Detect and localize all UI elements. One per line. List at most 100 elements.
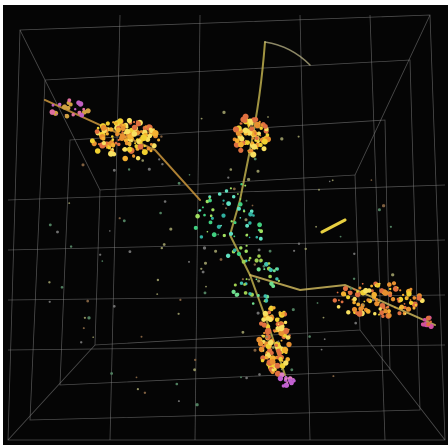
point (386, 313, 392, 318)
point (233, 141, 240, 148)
point (205, 285, 207, 288)
point (261, 334, 264, 337)
point (198, 209, 201, 212)
point (242, 210, 246, 213)
point (243, 283, 247, 286)
branch (264, 41, 311, 66)
point (358, 310, 363, 315)
point (267, 310, 271, 315)
point (382, 289, 389, 296)
point (117, 142, 121, 147)
point (152, 130, 159, 137)
point (397, 311, 402, 316)
point (239, 281, 244, 285)
point (280, 312, 285, 316)
point (134, 144, 139, 149)
point (242, 127, 249, 134)
point (281, 346, 289, 354)
point (146, 146, 151, 151)
point (269, 351, 274, 355)
point (353, 252, 356, 255)
point (279, 376, 283, 379)
point (117, 138, 120, 142)
point (193, 225, 198, 230)
point (143, 391, 147, 394)
point (426, 322, 431, 327)
point (403, 303, 406, 305)
point (162, 243, 166, 246)
point (255, 235, 259, 239)
point (82, 107, 86, 111)
point (232, 248, 237, 252)
point (356, 290, 359, 293)
point (244, 218, 248, 222)
point (74, 108, 77, 111)
point (346, 310, 351, 315)
point (258, 142, 263, 148)
point (256, 311, 260, 315)
point (320, 348, 323, 351)
point (177, 312, 180, 315)
point (390, 297, 396, 302)
point (383, 308, 388, 314)
point (210, 216, 214, 220)
point (318, 188, 320, 191)
point (260, 124, 264, 127)
point (121, 131, 124, 134)
point (248, 236, 251, 239)
point (141, 149, 148, 156)
point (156, 293, 159, 295)
point (264, 262, 269, 267)
grid-box (29, 59, 421, 421)
point (247, 118, 253, 124)
point (361, 282, 364, 285)
point (254, 136, 259, 141)
point (161, 163, 164, 166)
point (278, 325, 285, 332)
point (125, 125, 129, 129)
point (144, 125, 148, 128)
point (259, 134, 262, 137)
point (199, 235, 204, 239)
point (149, 143, 153, 146)
point (378, 301, 380, 304)
point (115, 127, 121, 133)
point (225, 207, 227, 210)
point (374, 301, 380, 307)
point (259, 258, 263, 263)
point (272, 306, 276, 310)
point (163, 200, 167, 203)
point (262, 310, 268, 317)
point (241, 259, 246, 264)
point (68, 102, 73, 107)
point (297, 135, 300, 138)
point (366, 299, 369, 301)
point (60, 286, 64, 289)
point (238, 147, 244, 153)
point (278, 356, 283, 362)
point (382, 306, 386, 310)
point (195, 213, 200, 219)
point (386, 309, 391, 314)
point (148, 127, 153, 131)
point (339, 235, 342, 238)
point (259, 229, 263, 234)
point (272, 269, 276, 273)
point (100, 124, 107, 131)
point (208, 198, 212, 203)
point (370, 179, 373, 181)
point (69, 245, 73, 248)
point (304, 247, 307, 251)
point (217, 233, 220, 236)
point (133, 120, 136, 124)
point (254, 132, 257, 135)
point (113, 305, 116, 308)
point (262, 344, 265, 348)
point (315, 225, 317, 228)
point (366, 288, 372, 293)
point (276, 348, 281, 354)
point (370, 284, 373, 288)
point (169, 227, 173, 231)
point (240, 122, 243, 125)
point (352, 296, 357, 302)
